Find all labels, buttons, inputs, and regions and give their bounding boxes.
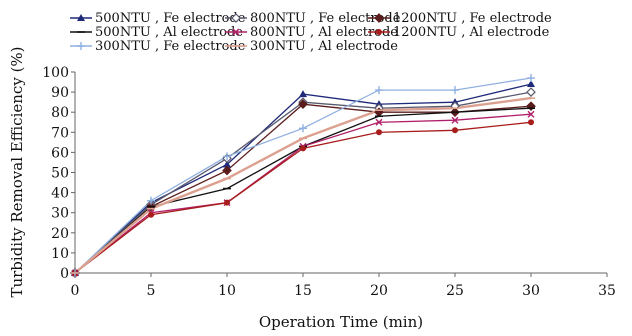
legend-label: 500NTU , Al electrode <box>95 25 243 40</box>
legend-label: 800NTU , Fe electrode <box>250 11 401 26</box>
series-line <box>74 107 532 274</box>
x-axis-label: Operation Time (min) <box>259 313 423 331</box>
data-point <box>528 119 534 126</box>
data-point <box>376 129 382 136</box>
x-tick-label: 5 <box>147 283 156 299</box>
y-tick-label: 0 <box>60 266 69 282</box>
data-point <box>298 99 308 110</box>
data-point <box>223 160 231 168</box>
data-point <box>451 116 459 124</box>
y-tick-label: 30 <box>51 206 69 222</box>
x-tick-label: 30 <box>522 283 540 299</box>
legend-label: 300NTU , Al electrode <box>250 39 398 54</box>
data-point <box>147 196 155 205</box>
series-line <box>74 121 532 274</box>
legend-label: 1200NTU , Al electrode <box>393 25 550 40</box>
x-tick-label: 0 <box>71 283 80 299</box>
legend-label: 500NTU , Fe electrode <box>95 11 246 26</box>
data-point <box>148 211 154 218</box>
x-tick-label: 10 <box>218 283 236 299</box>
x-tick-label: 20 <box>370 283 388 299</box>
legend-label: 300NTU , Fe electrode <box>95 39 246 54</box>
data-point <box>223 152 231 161</box>
y-tick-label: 80 <box>51 105 69 121</box>
data-point <box>527 80 535 88</box>
x-tick-label: 15 <box>294 283 312 299</box>
legend-marker <box>77 42 85 50</box>
legend-marker <box>376 29 382 35</box>
y-tick-label: 10 <box>51 246 69 262</box>
legend-label: 800NTU , Al electrode <box>250 25 398 40</box>
data-point <box>526 87 536 97</box>
data-point <box>375 86 383 95</box>
x-tick-label: 25 <box>446 283 464 299</box>
legend-marker <box>232 28 240 36</box>
data-point <box>375 118 383 126</box>
data-point <box>527 110 535 118</box>
legend-label: 1200NTU , Fe electrode <box>393 11 552 26</box>
series-markers <box>70 74 536 278</box>
legend-marker <box>374 13 384 23</box>
y-tick-label: 70 <box>51 125 69 141</box>
y-ticks: 0 10 20 30 40 50 60 70 80 90 100 <box>42 65 75 282</box>
y-tick-label: 20 <box>51 226 69 242</box>
y-tick-label: 60 <box>51 145 69 161</box>
data-point <box>224 199 230 206</box>
legend-marker <box>231 13 241 23</box>
data-point <box>452 127 458 134</box>
data-point <box>300 145 306 152</box>
y-tick-label: 50 <box>51 166 69 182</box>
data-point <box>451 86 459 95</box>
y-axis-label: Turbidity Removal Efficiency (%) <box>8 46 26 297</box>
data-point <box>299 90 307 98</box>
x-tick-label: 35 <box>598 283 616 299</box>
data-point <box>527 74 535 83</box>
x-ticks: 0 5 10 15 20 25 30 35 <box>71 273 616 299</box>
axes <box>74 72 607 274</box>
data-point <box>222 165 232 176</box>
y-tick-label: 90 <box>51 85 69 101</box>
data-point <box>299 124 307 133</box>
y-tick-label: 100 <box>42 65 69 81</box>
y-tick-label: 40 <box>51 186 69 202</box>
legend-marker <box>77 14 85 21</box>
legend: 500NTU , Fe electrode 800NTU , Fe electro… <box>70 11 552 54</box>
